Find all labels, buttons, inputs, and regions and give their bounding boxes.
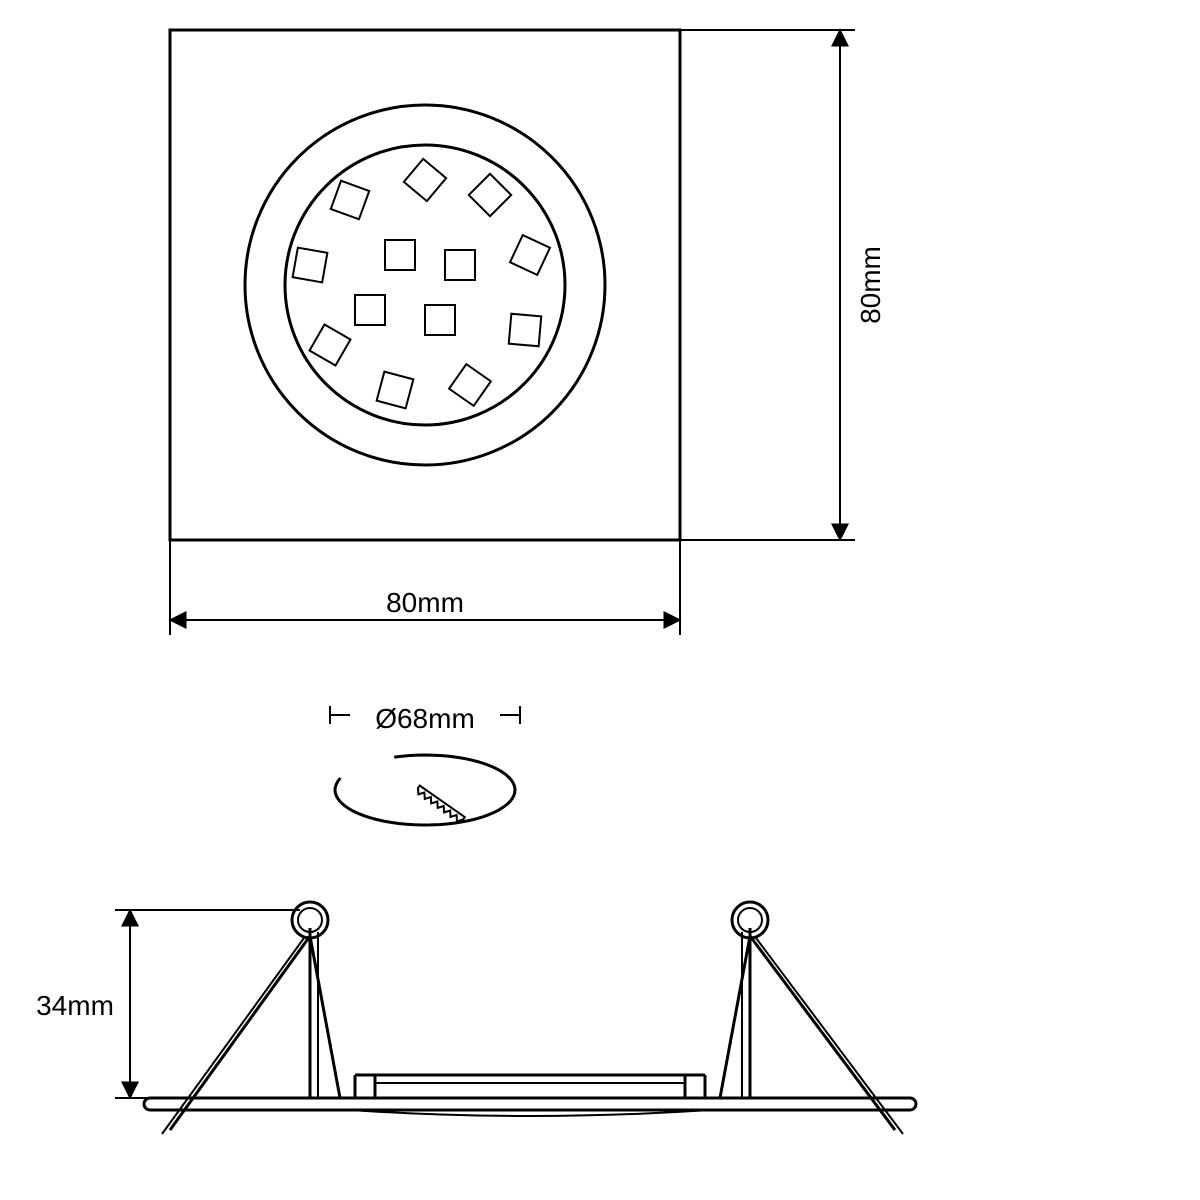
led-chip xyxy=(377,372,414,409)
led-chip xyxy=(509,314,542,347)
led-chip xyxy=(355,295,385,325)
dim-width-label: 80mm xyxy=(386,587,464,618)
top-view-outer-circle xyxy=(245,105,605,465)
led-chip xyxy=(385,240,415,270)
led-chip xyxy=(445,250,475,280)
side-body-step xyxy=(685,1075,705,1098)
top-view-inner-circle xyxy=(285,145,565,425)
led-chip xyxy=(510,235,550,275)
led-chip xyxy=(469,174,511,216)
side-flange-endcap xyxy=(910,1098,916,1110)
dim-height-label: 80mm xyxy=(855,246,886,324)
spring-leg-2 xyxy=(162,938,304,1134)
spring-leg xyxy=(170,936,310,1130)
side-body-step xyxy=(355,1075,375,1098)
spring-leg xyxy=(750,936,895,1130)
led-chip xyxy=(293,248,328,283)
technical-drawing: 80mm 80mm Ø68mm 34mm xyxy=(0,0,1200,1200)
led-chip xyxy=(449,364,491,406)
spring-leg-inner xyxy=(720,936,750,1098)
dim-depth-label: 34mm xyxy=(36,990,114,1021)
led-chip xyxy=(310,325,351,366)
side-flange-endcap xyxy=(144,1098,150,1110)
led-chip xyxy=(331,181,369,219)
holesaw-icon xyxy=(418,786,465,822)
spring-leg-inner xyxy=(310,936,340,1098)
spring-leg-2 xyxy=(756,938,903,1134)
dim-cutout-label: Ø68mm xyxy=(375,703,475,734)
led-chip xyxy=(425,305,455,335)
led-chip xyxy=(404,159,446,201)
